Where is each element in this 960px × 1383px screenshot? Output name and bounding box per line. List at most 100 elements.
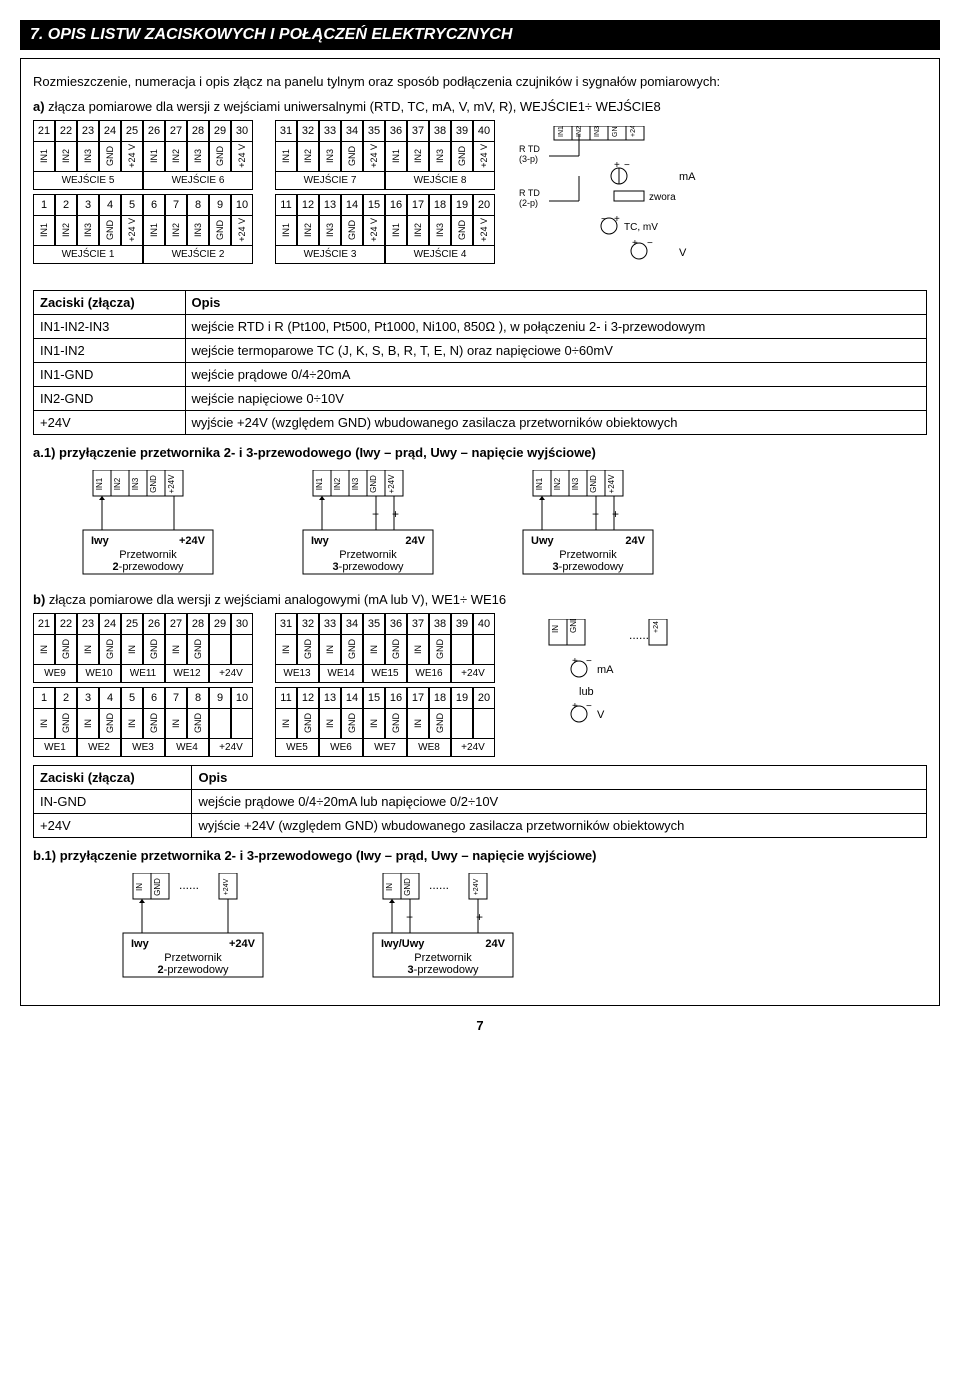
content-box: Rozmieszczenie, numeracja i opis złącz n… xyxy=(20,58,940,1006)
group-label: WE6 xyxy=(319,739,363,757)
group-label: WEJŚCIE 2 xyxy=(143,246,253,264)
group-label: +24V xyxy=(209,739,253,757)
pin-label: IN1 xyxy=(275,216,297,246)
table-2: Zaciski (złącza)Opis IN-GNDwejście prądo… xyxy=(33,765,927,838)
terminal-cell: 6 xyxy=(143,687,165,709)
pin-label: IN1 xyxy=(385,142,407,172)
pin-label: IN2 xyxy=(297,216,319,246)
svg-text:+: + xyxy=(392,507,399,521)
svg-text:GND: GND xyxy=(569,619,578,633)
terminal-cell: 16 xyxy=(385,194,407,216)
td: wejście prądowe 0/4÷20mA xyxy=(185,362,926,386)
terminal-cell: 17 xyxy=(407,687,429,709)
terminal-cell: 36 xyxy=(385,613,407,635)
svg-text:Iwy/Uwy: Iwy/Uwy xyxy=(381,938,425,950)
group-label: +24V xyxy=(209,665,253,683)
tcmv-label: TC, mV xyxy=(624,222,658,233)
svg-text:Przetwornik: Przetwornik xyxy=(339,549,397,561)
pin-label: +24 V xyxy=(231,216,253,246)
group-label: WE11 xyxy=(121,665,165,683)
pin-label: GND xyxy=(209,142,231,172)
pin-label: IN xyxy=(275,635,297,665)
pin-label: GND xyxy=(55,635,77,665)
converter-3wire-i: IN1IN2IN3GND+24VIwy24VPrzetwornik3-przew… xyxy=(293,470,453,580)
group-label: WE1 xyxy=(33,739,77,757)
svg-text:V: V xyxy=(597,709,605,721)
group-label: WEJŚCIE 7 xyxy=(275,172,385,190)
terminal-cell: 40 xyxy=(473,120,495,142)
table-1: Zaciski (złącza)Opis IN1-IN2-IN3wejście … xyxy=(33,290,927,435)
terminal-cell: 15 xyxy=(363,194,385,216)
svg-text:Przetwornik: Przetwornik xyxy=(119,549,177,561)
pin-label: IN2 xyxy=(165,142,187,172)
pin-label: IN xyxy=(121,709,143,739)
group-label: WEJŚCIE 1 xyxy=(33,246,143,264)
pin-label: IN3 xyxy=(187,142,209,172)
group-label: WE10 xyxy=(77,665,121,683)
terminal-cell: 16 xyxy=(385,687,407,709)
terminal-cell: 11 xyxy=(275,194,297,216)
terminal-cell: 22 xyxy=(55,613,77,635)
a1-diagrams: IN1IN2IN3GND+24VIwy+24VPrzetwornik2-prze… xyxy=(73,464,927,586)
svg-text:IN1: IN1 xyxy=(95,477,104,490)
pin-label: IN xyxy=(77,709,99,739)
pin-label xyxy=(209,709,231,739)
terminal-cell: 26 xyxy=(143,120,165,142)
td: +24V xyxy=(34,813,192,837)
svg-text:+24V: +24V xyxy=(167,473,176,493)
pin-label: GND xyxy=(429,635,451,665)
svg-text:−: − xyxy=(406,910,413,924)
group-label: WEJŚCIE 6 xyxy=(143,172,253,190)
pin-label xyxy=(209,635,231,665)
pin-label: IN xyxy=(33,635,55,665)
terminal-cell: 27 xyxy=(165,120,187,142)
svg-text:IN2: IN2 xyxy=(553,477,562,490)
b1-note: b.1) przyłączenie przetwornika 2- i 3-pr… xyxy=(33,848,927,863)
pin-label: +24 V xyxy=(231,142,253,172)
pin-label xyxy=(473,635,495,665)
svg-text:mA: mA xyxy=(597,664,614,676)
svg-text:+: + xyxy=(572,656,578,667)
rtd-diagram: IN1IN2IN3GND+24 V R TD (3-p) R TD (2-p) … xyxy=(519,126,719,276)
svg-text:Przetwornik: Przetwornik xyxy=(559,549,617,561)
pin-label: GND xyxy=(385,709,407,739)
group-label: WEJŚCIE 3 xyxy=(275,246,385,264)
terminal-cell: 17 xyxy=(407,194,429,216)
sub-a: a) złącza pomiarowe dla wersji z wejścia… xyxy=(33,99,927,114)
a1-note: a.1) przyłączenie przetwornika 2- i 3-pr… xyxy=(33,445,927,460)
terminal-cell: 9 xyxy=(209,194,231,216)
svg-text:3-przewodowy: 3-przewodowy xyxy=(408,964,479,976)
terminal-cell: 35 xyxy=(363,613,385,635)
svg-text:+: + xyxy=(614,160,620,171)
group-label: WE4 xyxy=(165,739,209,757)
pin-label: IN xyxy=(407,709,429,739)
sub-b: b) złącza pomiarowe dla wersji z wejścia… xyxy=(33,592,927,607)
pin-label: IN3 xyxy=(77,142,99,172)
svg-text:Iwy: Iwy xyxy=(311,535,330,547)
terminal-cell: 19 xyxy=(451,687,473,709)
group-label: WE9 xyxy=(33,665,77,683)
zwora-label: zwora xyxy=(649,192,676,203)
pin-label: IN2 xyxy=(297,142,319,172)
svg-text:2-przewodowy: 2-przewodowy xyxy=(158,964,229,976)
group-label: WE16 xyxy=(407,665,451,683)
terminal-cell: 27 xyxy=(165,613,187,635)
terminal-cell: 31 xyxy=(275,120,297,142)
pin-label: IN1 xyxy=(275,142,297,172)
svg-text:IN1: IN1 xyxy=(558,126,565,137)
pin-label: IN3 xyxy=(319,216,341,246)
terminal-cell: 32 xyxy=(297,120,319,142)
terminal-cell: 7 xyxy=(165,194,187,216)
terminal-cell: 25 xyxy=(121,613,143,635)
section-header: 7. OPIS LISTW ZACISKOWYCH I POŁĄCZEŃ ELE… xyxy=(20,20,940,50)
terminal-cell: 39 xyxy=(451,613,473,635)
group-label: +24V xyxy=(451,739,495,757)
td: wejście termoparowe TC (J, K, S, B, R, T… xyxy=(185,338,926,362)
terminal-cell: 14 xyxy=(341,687,363,709)
terminal-cell: 19 xyxy=(451,194,473,216)
pin-label: GND xyxy=(341,216,363,246)
group-label: WE12 xyxy=(165,665,209,683)
td: IN-GND xyxy=(34,789,192,813)
svg-text:3-przewodowy: 3-przewodowy xyxy=(553,561,624,573)
group-label: WEJŚCIE 8 xyxy=(385,172,495,190)
